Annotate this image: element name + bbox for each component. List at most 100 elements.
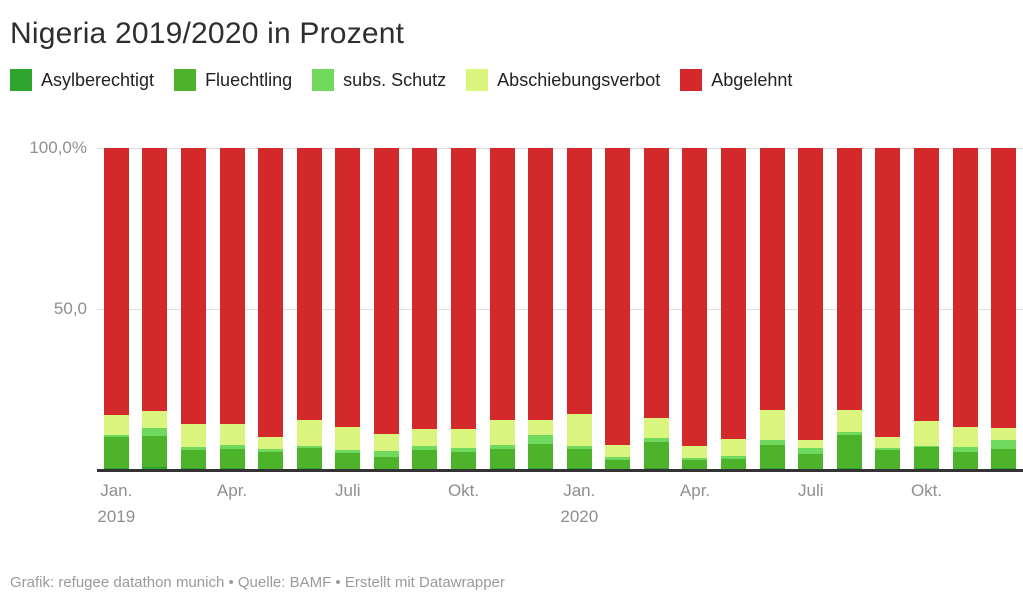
bar-column-apr-2019[interactable] — [219, 148, 245, 470]
bar-column-mai-2020[interactable] — [721, 148, 747, 470]
segment-subs-schutz[interactable] — [836, 432, 862, 435]
segment-abgelehnt[interactable] — [875, 148, 901, 438]
segment-abschiebungsverbot[interactable] — [450, 428, 476, 449]
bar-column-aug-2020[interactable] — [836, 148, 862, 470]
segment-subs-schutz[interactable] — [373, 451, 399, 458]
segment-subs-schutz[interactable] — [258, 448, 284, 453]
segment-abgelehnt[interactable] — [952, 148, 978, 428]
segment-fluechtling[interactable] — [450, 452, 476, 469]
segment-abgelehnt[interactable] — [721, 148, 747, 439]
segment-abgelehnt[interactable] — [489, 148, 515, 421]
segment-abschiebungsverbot[interactable] — [528, 420, 554, 435]
segment-asylberechtigt[interactable] — [142, 467, 168, 470]
segment-abschiebungsverbot[interactable] — [605, 444, 631, 458]
segment-abschiebungsverbot[interactable] — [412, 429, 438, 446]
segment-subs-schutz[interactable] — [412, 445, 438, 451]
segment-abschiebungsverbot[interactable] — [373, 433, 399, 452]
segment-abgelehnt[interactable] — [836, 148, 862, 411]
bar-column-m-r-2019[interactable] — [180, 148, 206, 470]
bar-column-feb-2019[interactable] — [142, 148, 168, 470]
segment-abschiebungsverbot[interactable] — [721, 438, 747, 457]
segment-fluechtling[interactable] — [721, 458, 747, 470]
segment-subs-schutz[interactable] — [682, 458, 708, 461]
segment-subs-schutz[interactable] — [450, 448, 476, 453]
segment-abgelehnt[interactable] — [258, 148, 284, 438]
segment-subs-schutz[interactable] — [913, 445, 939, 448]
segment-subs-schutz[interactable] — [528, 434, 554, 444]
segment-subs-schutz[interactable] — [335, 449, 361, 454]
segment-fluechtling[interactable] — [759, 444, 785, 469]
segment-abschiebungsverbot[interactable] — [296, 420, 322, 446]
segment-abgelehnt[interactable] — [643, 148, 669, 419]
bar-column-juni-2019[interactable] — [296, 148, 322, 470]
segment-subs-schutz[interactable] — [296, 445, 322, 448]
bar-column-okt-2020[interactable] — [913, 148, 939, 470]
segment-subs-schutz[interactable] — [759, 439, 785, 445]
segment-subs-schutz[interactable] — [103, 434, 129, 437]
segment-abschiebungsverbot[interactable] — [991, 428, 1017, 441]
segment-fluechtling[interactable] — [489, 448, 515, 469]
segment-subs-schutz[interactable] — [566, 445, 592, 450]
segment-subs-schutz[interactable] — [991, 440, 1017, 449]
bar-column-nov-2020[interactable] — [952, 148, 978, 470]
segment-subs-schutz[interactable] — [643, 438, 669, 442]
segment-abschiebungsverbot[interactable] — [836, 410, 862, 433]
segment-fluechtling[interactable] — [412, 450, 438, 469]
segment-abschiebungsverbot[interactable] — [643, 418, 669, 439]
bar-column-juli-2020[interactable] — [798, 148, 824, 470]
segment-fluechtling[interactable] — [682, 460, 708, 470]
segment-subs-schutz[interactable] — [721, 456, 747, 459]
bar-column-feb-2020[interactable] — [605, 148, 631, 470]
segment-subs-schutz[interactable] — [798, 448, 824, 454]
segment-abschiebungsverbot[interactable] — [682, 445, 708, 459]
segment-fluechtling[interactable] — [373, 457, 399, 470]
segment-fluechtling[interactable] — [605, 459, 631, 470]
segment-fluechtling[interactable] — [566, 449, 592, 469]
segment-abschiebungsverbot[interactable] — [566, 413, 592, 446]
bar-column-aug-2019[interactable] — [373, 148, 399, 470]
segment-abgelehnt[interactable] — [103, 148, 129, 415]
segment-abschiebungsverbot[interactable] — [875, 437, 901, 449]
segment-fluechtling[interactable] — [952, 452, 978, 469]
segment-subs-schutz[interactable] — [180, 447, 206, 451]
segment-fluechtling[interactable] — [991, 448, 1017, 469]
segment-subs-schutz[interactable] — [875, 448, 901, 450]
bar-column-dez-2019[interactable] — [528, 148, 554, 470]
segment-subs-schutz[interactable] — [952, 447, 978, 453]
segment-fluechtling[interactable] — [258, 452, 284, 469]
bar-column-sep-2019[interactable] — [412, 148, 438, 470]
segment-abgelehnt[interactable] — [373, 148, 399, 434]
segment-abschiebungsverbot[interactable] — [952, 427, 978, 448]
segment-abschiebungsverbot[interactable] — [258, 437, 284, 449]
segment-subs-schutz[interactable] — [489, 444, 515, 449]
segment-abschiebungsverbot[interactable] — [489, 420, 515, 445]
segment-subs-schutz[interactable] — [219, 444, 245, 449]
segment-abschiebungsverbot[interactable] — [142, 411, 168, 429]
segment-abgelehnt[interactable] — [913, 148, 939, 422]
segment-subs-schutz[interactable] — [605, 457, 631, 460]
segment-fluechtling[interactable] — [875, 449, 901, 469]
segment-abgelehnt[interactable] — [759, 148, 785, 410]
bar-column-nov-2019[interactable] — [489, 148, 515, 470]
segment-subs-schutz[interactable] — [142, 428, 168, 436]
segment-fluechtling[interactable] — [142, 435, 168, 468]
segment-fluechtling[interactable] — [798, 453, 824, 469]
segment-abgelehnt[interactable] — [682, 148, 708, 446]
segment-abgelehnt[interactable] — [412, 148, 438, 430]
segment-abschiebungsverbot[interactable] — [219, 423, 245, 445]
segment-fluechtling[interactable] — [296, 447, 322, 469]
segment-abgelehnt[interactable] — [296, 148, 322, 421]
segment-abschiebungsverbot[interactable] — [103, 414, 129, 435]
segment-fluechtling[interactable] — [528, 443, 554, 469]
segment-abschiebungsverbot[interactable] — [798, 440, 824, 449]
bar-column-jan-2019[interactable] — [103, 148, 129, 470]
segment-abschiebungsverbot[interactable] — [335, 427, 361, 450]
bar-column-m-r-2020[interactable] — [643, 148, 669, 470]
segment-abgelehnt[interactable] — [605, 148, 631, 445]
bar-column-apr-2020[interactable] — [682, 148, 708, 470]
segment-abgelehnt[interactable] — [450, 148, 476, 429]
segment-fluechtling[interactable] — [219, 448, 245, 469]
segment-fluechtling[interactable] — [836, 434, 862, 468]
segment-abgelehnt[interactable] — [798, 148, 824, 441]
segment-abgelehnt[interactable] — [142, 148, 168, 412]
